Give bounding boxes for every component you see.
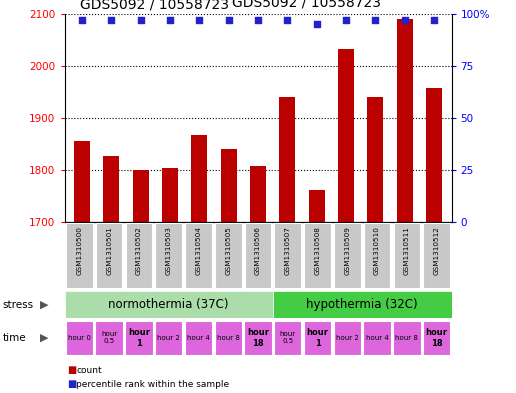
Bar: [162, 169, 178, 222]
Text: hour
1: hour 1: [128, 328, 150, 348]
Bar: [338, 49, 354, 222]
Text: hour 8: hour 8: [395, 335, 418, 341]
Text: GSM1310507: GSM1310507: [285, 226, 291, 275]
Point: [430, 17, 438, 23]
Bar: [304, 321, 331, 355]
Text: hour 2: hour 2: [157, 335, 180, 341]
Bar: [215, 321, 242, 355]
Bar: [394, 223, 420, 288]
Bar: [133, 170, 149, 222]
Text: hour 0: hour 0: [68, 335, 91, 341]
Text: GSM1310501: GSM1310501: [106, 226, 112, 275]
Text: hour 4: hour 4: [187, 335, 210, 341]
Bar: [363, 321, 391, 355]
Bar: [423, 223, 450, 288]
Bar: [125, 321, 153, 355]
Text: GSM1310511: GSM1310511: [404, 226, 410, 275]
Text: GSM1310505: GSM1310505: [225, 226, 231, 275]
Bar: [304, 223, 331, 288]
Bar: [367, 97, 383, 222]
Bar: [64, 291, 273, 318]
Text: normothermia (37C): normothermia (37C): [108, 298, 229, 311]
Bar: [334, 223, 361, 288]
Text: GSM1310510: GSM1310510: [374, 226, 380, 275]
Point: [283, 17, 292, 23]
Text: hour
0.5: hour 0.5: [101, 331, 117, 345]
Text: ■: ■: [67, 365, 76, 375]
Point: [166, 17, 174, 23]
Text: percentile rank within the sample: percentile rank within the sample: [76, 380, 230, 389]
Point: [195, 17, 203, 23]
Point: [224, 17, 233, 23]
Text: count: count: [76, 366, 102, 375]
Bar: [215, 223, 241, 288]
Text: GDS5092 / 10558723: GDS5092 / 10558723: [80, 0, 229, 11]
Text: hour 2: hour 2: [336, 335, 359, 341]
Text: GSM1310504: GSM1310504: [196, 226, 201, 275]
Text: GSM1310503: GSM1310503: [166, 226, 172, 275]
Text: hour
0.5: hour 0.5: [280, 331, 296, 345]
Bar: [95, 321, 123, 355]
Bar: [96, 223, 122, 288]
Point: [342, 17, 350, 23]
Bar: [273, 291, 452, 318]
Text: GSM1310509: GSM1310509: [344, 226, 350, 275]
Bar: [274, 321, 301, 355]
Text: GSM1310500: GSM1310500: [76, 226, 83, 275]
Bar: [309, 190, 325, 222]
Point: [400, 17, 409, 23]
Text: stress: stress: [3, 299, 34, 310]
Bar: [74, 141, 90, 222]
Bar: [155, 223, 182, 288]
Text: GSM1310506: GSM1310506: [255, 226, 261, 275]
Bar: [155, 321, 183, 355]
Text: GDS5092 / 10558723: GDS5092 / 10558723: [232, 0, 381, 10]
Bar: [250, 166, 266, 222]
Bar: [103, 156, 120, 222]
Bar: [245, 223, 271, 288]
Text: hypothermia (32C): hypothermia (32C): [307, 298, 418, 311]
Bar: [185, 223, 212, 288]
Bar: [426, 88, 442, 222]
Bar: [396, 19, 413, 222]
Bar: [185, 321, 212, 355]
Text: GSM1310512: GSM1310512: [433, 226, 440, 275]
Text: time: time: [3, 333, 26, 343]
Bar: [364, 223, 391, 288]
Bar: [191, 135, 207, 222]
Text: GSM1310502: GSM1310502: [136, 226, 142, 275]
Text: GSM1310508: GSM1310508: [315, 226, 320, 275]
Bar: [244, 321, 272, 355]
Bar: [66, 223, 93, 288]
Bar: [393, 321, 421, 355]
Point: [137, 17, 145, 23]
Bar: [423, 321, 450, 355]
Text: ■: ■: [67, 379, 76, 389]
Text: ▶: ▶: [40, 333, 48, 343]
Bar: [279, 97, 295, 222]
Bar: [275, 223, 301, 288]
Text: hour 4: hour 4: [366, 335, 389, 341]
Text: hour 8: hour 8: [217, 335, 239, 341]
Text: hour
1: hour 1: [307, 328, 329, 348]
Bar: [125, 223, 152, 288]
Text: hour
18: hour 18: [426, 328, 447, 348]
Bar: [221, 149, 237, 222]
Point: [107, 17, 116, 23]
Point: [254, 17, 262, 23]
Point: [78, 17, 86, 23]
Bar: [333, 321, 361, 355]
Point: [371, 17, 379, 23]
Text: hour
18: hour 18: [247, 328, 269, 348]
Point: [313, 21, 321, 27]
Bar: [66, 321, 93, 355]
Text: ▶: ▶: [40, 299, 48, 310]
